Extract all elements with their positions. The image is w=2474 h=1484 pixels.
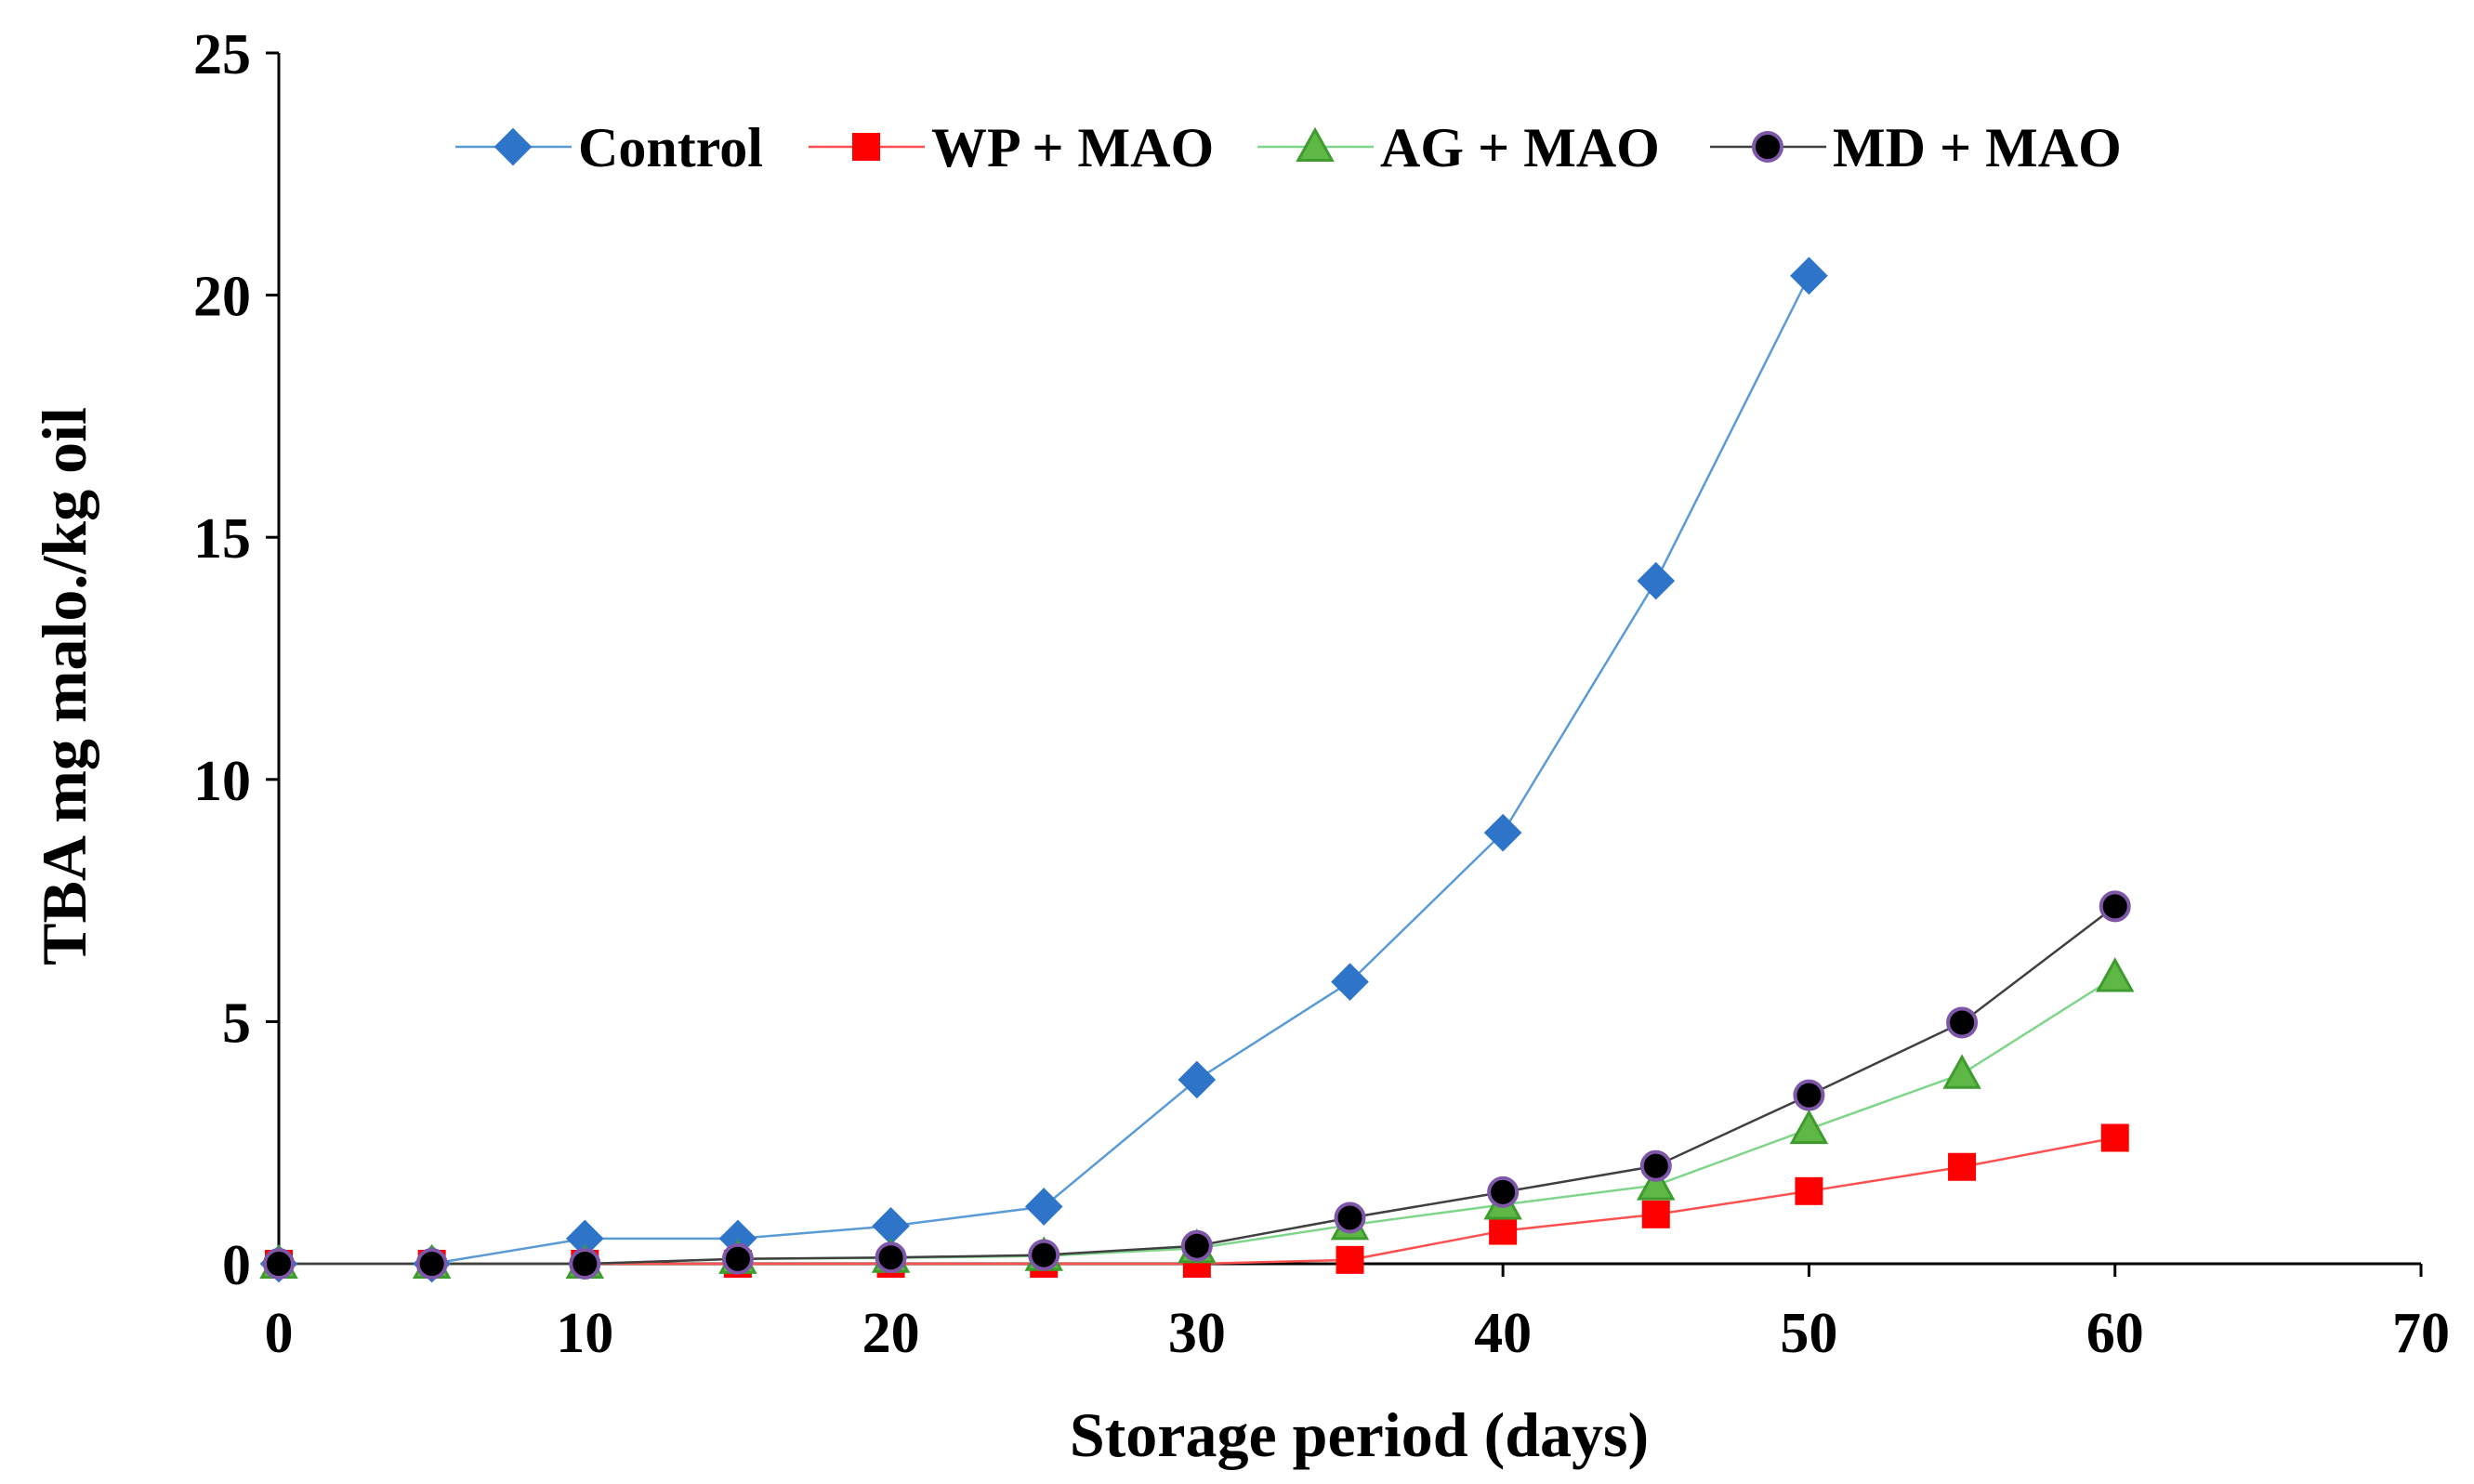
data-point-md-mao bbox=[1028, 1239, 1060, 1271]
data-point-wp-mao bbox=[1795, 1176, 1823, 1205]
y-tick-label: 0 bbox=[222, 1234, 251, 1297]
axes: 0 10 20 30 40 50 60 70 0 5 10 15 20 25 bbox=[193, 23, 2450, 1365]
legend-label-ag-mao: AG + MAO bbox=[1380, 117, 1660, 178]
data-point-control bbox=[1483, 813, 1522, 852]
data-point-md-mao bbox=[2099, 890, 2131, 923]
data-point-wp-mao bbox=[1641, 1200, 1670, 1228]
legend-marker-wp-mao bbox=[852, 133, 880, 161]
data-point-control bbox=[1790, 256, 1828, 295]
data-point-md-mao bbox=[1180, 1229, 1213, 1262]
data-point-md-mao bbox=[1793, 1079, 1825, 1111]
data-point-md-mao bbox=[1334, 1202, 1366, 1234]
y-tick-label: 15 bbox=[193, 507, 251, 571]
legend-marker-ag-mao bbox=[1296, 126, 1335, 163]
data-point-control bbox=[1331, 963, 1369, 1001]
data-point-md-mao bbox=[875, 1241, 907, 1274]
x-tick-label: 20 bbox=[862, 1302, 920, 1365]
data-point-control bbox=[1637, 561, 1676, 600]
y-tick-label: 10 bbox=[193, 750, 251, 813]
data-point-md-mao bbox=[1487, 1175, 1520, 1208]
data-point-md-mao bbox=[415, 1248, 448, 1280]
data-point-wp-mao bbox=[2100, 1123, 2129, 1152]
y-tick-label: 20 bbox=[193, 266, 251, 329]
data-point-wp-mao bbox=[1489, 1216, 1518, 1245]
data-point-ag-mao bbox=[1637, 1165, 1676, 1201]
y-tick-label: 25 bbox=[193, 23, 251, 86]
data-point-ag-mao bbox=[1942, 1054, 1981, 1089]
x-tick-label: 0 bbox=[265, 1302, 294, 1365]
data-point-control bbox=[1178, 1060, 1217, 1099]
data-point-wp-mao bbox=[1336, 1245, 1364, 1274]
legend-marker-md-mao bbox=[1752, 131, 1783, 163]
data-point-md-mao bbox=[721, 1242, 754, 1275]
x-tick-label: 70 bbox=[2392, 1302, 2450, 1365]
data-point-md-mao bbox=[1639, 1149, 1672, 1182]
series-markers bbox=[259, 256, 2135, 1283]
series-line-ag-mao bbox=[279, 976, 2116, 1266]
data-point-ag-mao bbox=[2095, 957, 2135, 992]
data-point-wp-mao bbox=[1948, 1152, 1977, 1181]
y-axis-title: TBA mg malo./kg oil bbox=[29, 407, 99, 965]
data-point-control bbox=[1024, 1188, 1063, 1226]
data-point-md-mao bbox=[1946, 1006, 1979, 1039]
legend-label-md-mao: MD + MAO bbox=[1833, 117, 2122, 178]
legend-label-wp-mao: WP + MAO bbox=[931, 117, 1214, 178]
data-point-md-mao bbox=[263, 1248, 295, 1280]
series-line-control bbox=[279, 275, 1810, 1266]
x-tick-label: 10 bbox=[556, 1302, 613, 1365]
data-point-ag-mao bbox=[1789, 1109, 1829, 1145]
y-tick-label: 5 bbox=[222, 992, 251, 1055]
data-point-md-mao bbox=[569, 1248, 601, 1280]
x-tick-label: 60 bbox=[2086, 1302, 2144, 1365]
x-tick-label: 30 bbox=[1168, 1302, 1226, 1365]
legend: Control WP + MAO AG + MAO MD + MAO bbox=[455, 117, 2122, 178]
legend-label-control: Control bbox=[578, 117, 763, 178]
x-tick-label: 50 bbox=[1780, 1302, 1837, 1365]
x-axis-title: Storage period (days) bbox=[1070, 1399, 1649, 1470]
x-tick-label: 40 bbox=[1474, 1302, 1532, 1365]
series-lines bbox=[279, 275, 2116, 1266]
legend-marker-control bbox=[493, 127, 533, 166]
